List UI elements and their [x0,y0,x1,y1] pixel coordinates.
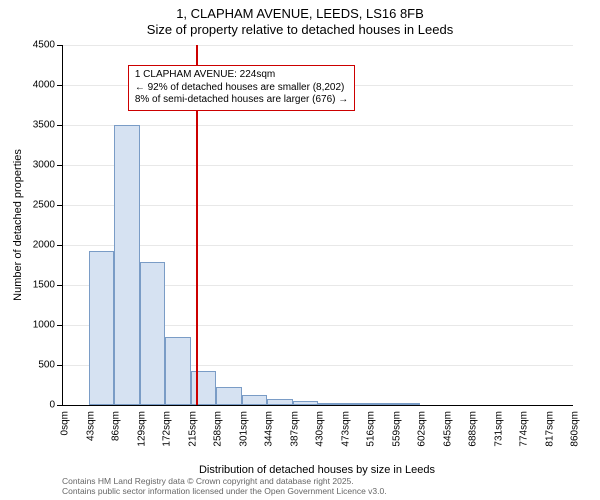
grid-line [63,45,573,46]
x-tick-label: 645sqm [442,411,453,447]
x-tick-label: 387sqm [289,411,300,447]
chart-title-main: 1, CLAPHAM AVENUE, LEEDS, LS16 8FB [0,6,600,21]
x-tick-label: 602sqm [417,411,428,447]
x-tick-label: 258sqm [213,411,224,447]
histogram-bar [242,395,268,405]
x-tick-label: 129sqm [136,411,147,447]
footer-line-2: Contains public sector information licen… [62,486,582,496]
annotation-line-3: 8% of semi-detached houses are larger (6… [135,94,348,107]
x-tick-label: 430sqm [315,411,326,447]
x-tick-label: 43sqm [85,411,96,441]
plot-area: 0500100015002000250030003500400045000sqm… [62,45,573,406]
histogram-bar [114,125,140,405]
x-tick-label: 731sqm [493,411,504,447]
x-tick-label: 817sqm [544,411,555,447]
grid-line [63,245,573,246]
y-tick [57,85,63,86]
histogram-bar [369,403,395,405]
x-tick-label: 559sqm [391,411,402,447]
y-tick-label: 2500 [33,200,55,211]
y-tick-label: 4000 [33,80,55,91]
y-tick-label: 3500 [33,120,55,131]
histogram-bar [267,399,293,405]
histogram-bar [216,387,242,405]
footer-line-1: Contains HM Land Registry data © Crown c… [62,476,582,486]
histogram-bar [318,403,344,405]
x-tick-label: 688sqm [468,411,479,447]
y-tick-label: 0 [49,400,55,411]
histogram-bar [140,262,166,405]
y-tick [57,325,63,326]
footer-text: Contains HM Land Registry data © Crown c… [62,476,582,496]
x-tick-label: 516sqm [366,411,377,447]
y-tick [57,205,63,206]
y-axis-label: Number of detached properties [12,149,24,301]
y-tick [57,365,63,366]
y-tick [57,45,63,46]
x-tick-label: 172sqm [162,411,173,447]
y-tick-label: 1000 [33,320,55,331]
grid-line [63,205,573,206]
x-tick-label: 215sqm [187,411,198,447]
y-tick [57,285,63,286]
y-tick [57,125,63,126]
histogram-bar [165,337,191,405]
y-tick-label: 2000 [33,240,55,251]
x-tick-label: 301sqm [238,411,249,447]
x-tick-label: 860sqm [570,411,581,447]
x-axis-label: Distribution of detached houses by size … [62,464,572,476]
y-tick [57,405,63,406]
histogram-bar [293,401,319,405]
grid-line [63,125,573,126]
annotation-box: 1 CLAPHAM AVENUE: 224sqm ← 92% of detach… [128,65,355,111]
histogram-bar [89,251,115,405]
chart-title-sub: Size of property relative to detached ho… [0,22,600,37]
histogram-bar [395,403,421,405]
y-tick-label: 1500 [33,280,55,291]
y-tick [57,165,63,166]
x-tick-label: 774sqm [519,411,530,447]
histogram-chart: 1, CLAPHAM AVENUE, LEEDS, LS16 8FB Size … [0,0,600,500]
y-tick [57,245,63,246]
y-tick-label: 500 [38,360,55,371]
histogram-bar [191,371,217,405]
annotation-line-1: 1 CLAPHAM AVENUE: 224sqm [135,69,348,82]
histogram-bar [344,403,370,405]
x-tick-label: 473sqm [340,411,351,447]
annotation-line-2: ← 92% of detached houses are smaller (8,… [135,82,348,95]
x-tick-label: 0sqm [60,411,71,435]
grid-line [63,165,573,166]
x-tick-label: 86sqm [111,411,122,441]
y-tick-label: 4500 [33,40,55,51]
x-tick-label: 344sqm [264,411,275,447]
y-tick-label: 3000 [33,160,55,171]
